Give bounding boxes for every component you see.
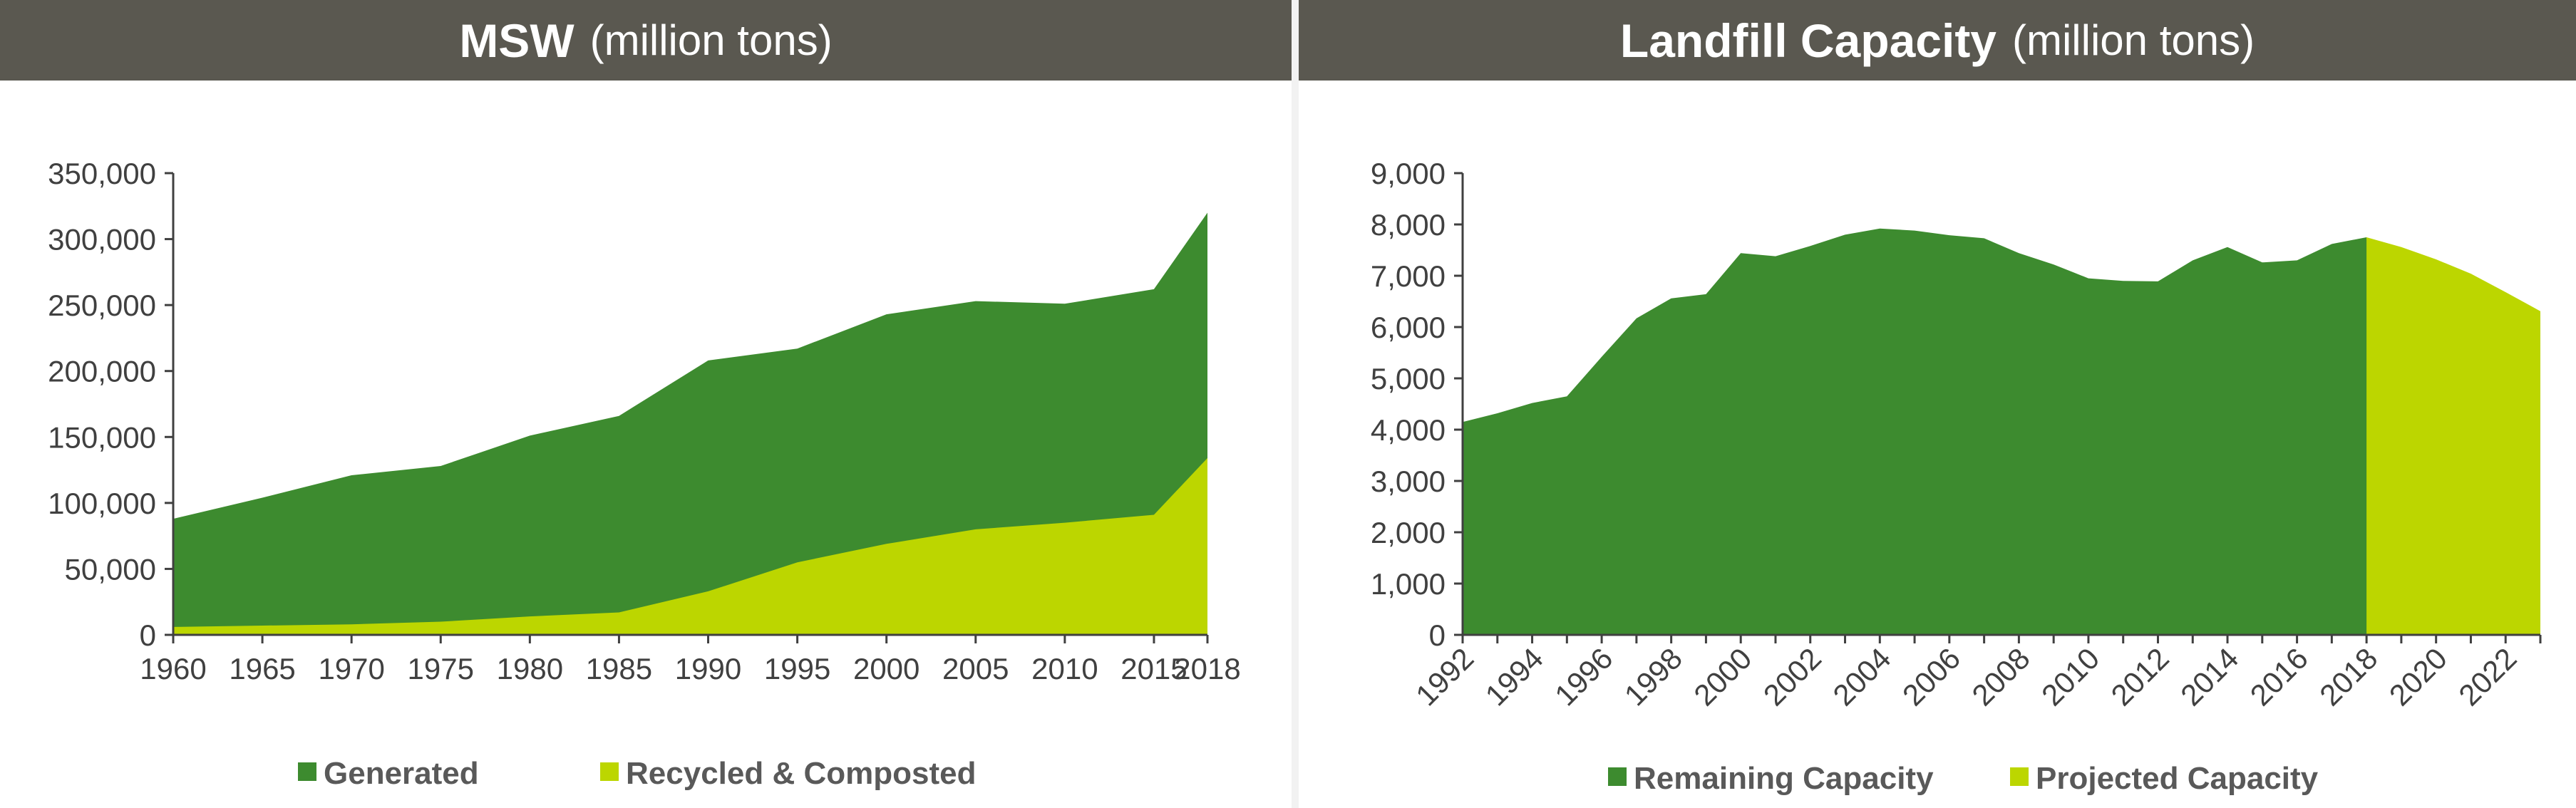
x-tick-label: 2018 <box>2313 641 2384 712</box>
area-generated <box>173 212 1207 635</box>
msw-panel: MSW (million tons) 0 50,000 100,000 150,000… <box>0 0 1292 791</box>
legend-swatch-remaining-capacity <box>1608 767 1627 786</box>
legend-swatch-projected-capacity <box>2010 767 2029 786</box>
x-tick-label: 2000 <box>1687 641 1758 712</box>
y-tick-label: 9,000 <box>1371 157 1446 190</box>
landfill-chart-title: Landfill Capacity <box>1619 14 1997 67</box>
legend-swatch-generated <box>298 762 316 781</box>
landfill-panel: Landfill Capacity (million tons) 0 1,000 2… <box>1299 0 2576 808</box>
y-tick-label: 6,000 <box>1371 311 1446 344</box>
x-tick-label: 1994 <box>1479 641 1550 712</box>
msw-chart-unit: (million tons) <box>589 16 833 64</box>
x-tick-label: 2005 <box>942 652 1009 685</box>
y-tick-label: 3,000 <box>1371 465 1446 498</box>
y-tick-label: 1,000 <box>1371 567 1446 601</box>
y-tick-label: 5,000 <box>1371 362 1446 395</box>
x-tick-label: 2004 <box>1826 641 1897 712</box>
x-tick-label: 2014 <box>2174 641 2245 712</box>
y-tick-label: 300,000 <box>48 223 156 257</box>
x-tick-label: 2015 <box>1120 652 1187 685</box>
x-tick-label: 2022 <box>2452 641 2523 712</box>
x-tick-label: 1980 <box>497 652 563 685</box>
y-tick-label: 0 <box>1429 618 1446 652</box>
x-tick-label: 2012 <box>2105 641 2175 712</box>
x-tick-label: 1960 <box>140 652 206 685</box>
y-tick-label: 250,000 <box>48 289 156 322</box>
legend-label-generated: Generated <box>324 756 479 791</box>
y-tick-label: 7,000 <box>1371 259 1446 293</box>
landfill-chart-header: Landfill Capacity (million tons) <box>1299 0 2576 81</box>
x-tick-label: 2008 <box>1965 641 2036 712</box>
area-projected-capacity <box>2366 237 2540 635</box>
y-tick-label: 0 <box>140 618 156 652</box>
x-tick-label: 1970 <box>318 652 384 685</box>
x-tick-label: 1965 <box>229 652 295 685</box>
legend-label-remaining-capacity: Remaining Capacity <box>1634 761 1934 796</box>
msw-chart-title: MSW <box>459 14 575 67</box>
x-tick-label: 2000 <box>853 652 919 685</box>
x-tick-label: 2018 <box>1174 652 1240 685</box>
msw-area-chart: 0 50,000 100,000 150,000 200,000 250,000 300,0… <box>48 157 1241 791</box>
legend-swatch-recycled-and-composted <box>600 762 619 781</box>
area-recycled-and-composted <box>173 457 1207 635</box>
x-tick-label: 1995 <box>764 652 830 685</box>
y-tick-label: 150,000 <box>48 420 156 454</box>
x-tick-label: 1998 <box>1618 641 1689 712</box>
x-tick-label: 1985 <box>586 652 652 685</box>
y-tick-label: 2,000 <box>1371 516 1446 549</box>
x-tick-label: 2010 <box>1031 652 1098 685</box>
x-tick-label: 2016 <box>2244 641 2314 712</box>
x-tick-label: 2002 <box>1757 641 1828 712</box>
panel-divider <box>1292 0 1299 808</box>
x-tick-label: 1992 <box>1409 641 1480 712</box>
y-tick-label: 200,000 <box>48 355 156 388</box>
y-tick-label: 350,000 <box>48 157 156 190</box>
x-tick-label: 2010 <box>2035 641 2106 712</box>
y-tick-label: 4,000 <box>1371 413 1446 447</box>
x-tick-label: 1990 <box>675 652 741 685</box>
x-tick-label: 1996 <box>1548 641 1619 712</box>
legend-label-recycled-and-composted: Recycled & Composted <box>626 756 976 791</box>
landfill-chart-unit: (million tons) <box>2012 16 2255 64</box>
landfill-area-chart: 0 1,000 2,000 3,000 4,000 5,000 6,000 7,000 8,00… <box>1371 157 2542 796</box>
x-tick-label: 2006 <box>1896 641 1967 712</box>
area-remaining-capacity <box>1463 228 2401 635</box>
legend-label-projected-capacity: Projected Capacity <box>2036 761 2319 796</box>
x-tick-label: 1975 <box>408 652 474 685</box>
y-tick-label: 100,000 <box>48 487 156 520</box>
y-tick-label: 8,000 <box>1371 208 1446 242</box>
x-tick-label: 2020 <box>2383 641 2453 712</box>
y-tick-label: 50,000 <box>65 552 156 586</box>
msw-chart-header: MSW (million tons) <box>0 0 1292 81</box>
